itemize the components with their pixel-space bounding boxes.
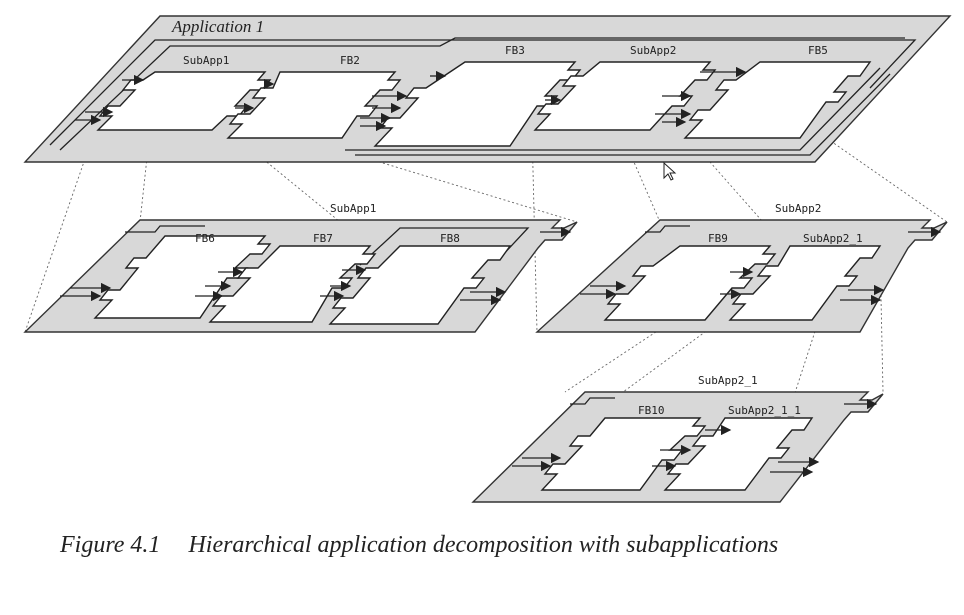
label-fb2: FB2	[340, 54, 360, 67]
block-fb8	[328, 245, 512, 325]
layer-subapp1: SubApp1 FB6 FB7 FB8	[23, 202, 578, 333]
subapp2-1-layer-title: SubApp2_1	[698, 374, 758, 387]
label-fb9: FB9	[708, 232, 728, 245]
subapp1-layer-title: SubApp1	[330, 202, 376, 215]
label-fb8: FB8	[440, 232, 460, 245]
block-fb10	[540, 417, 707, 491]
figure-caption: Figure 4.1 Hierarchical application deco…	[60, 532, 940, 559]
block-subapp2-1-1	[663, 417, 814, 491]
label-fb3: FB3	[505, 44, 525, 57]
block-fb7	[208, 245, 377, 323]
label-subapp2-1-1: SubApp2_1_1	[728, 404, 801, 417]
layer-application: Application 1 SubApp1 FB2 FB3 SubApp2 FB…	[23, 15, 952, 163]
subapp2-layer-title: SubApp2	[775, 202, 821, 215]
mouse-pointer-icon	[663, 161, 677, 181]
layer-subapp2-1: SubApp2_1 FB10 SubApp2_1_1	[471, 374, 884, 503]
block-subapp2	[533, 61, 717, 131]
label-subapp2-1: SubApp2_1	[803, 232, 863, 245]
label-subapp2: SubApp2	[630, 44, 676, 57]
label-fb7: FB7	[313, 232, 333, 245]
block-fb9	[603, 245, 777, 321]
figure-caption-text: Hierarchical application decomposition w…	[188, 532, 779, 558]
block-fb6	[93, 235, 272, 319]
label-subapp1: SubApp1	[183, 54, 229, 67]
label-fb5: FB5	[808, 44, 828, 57]
label-fb10: FB10	[638, 404, 665, 417]
block-fb3	[373, 61, 582, 147]
block-subapp2-1	[728, 245, 882, 321]
application-title: Application 1	[171, 17, 264, 36]
figure-number: Figure 4.1	[60, 532, 161, 558]
block-fb5	[683, 61, 872, 139]
layer-subapp2: SubApp2 FB9 SubApp2_1	[535, 202, 948, 333]
label-fb6: FB6	[195, 232, 215, 245]
